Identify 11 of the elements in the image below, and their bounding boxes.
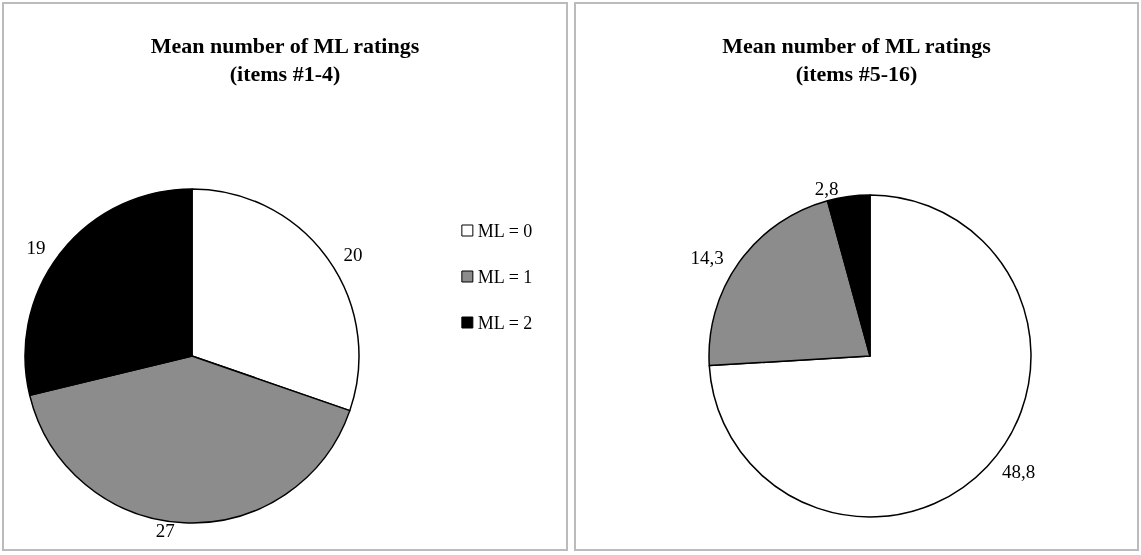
data-label: 19 bbox=[26, 237, 46, 259]
chart-title: Mean number of ML ratings (items #1-4) bbox=[150, 32, 420, 86]
data-label: 48,8 bbox=[1002, 461, 1036, 483]
data-label: 2,8 bbox=[814, 178, 839, 199]
data-label: 27 bbox=[155, 520, 175, 542]
legend-label: ML = 0 bbox=[477, 220, 533, 241]
chart-title: Mean number of ML ratings (items #5-16) bbox=[722, 32, 992, 86]
data-label: 14,3 bbox=[690, 247, 724, 269]
data-label: 20 bbox=[343, 243, 363, 265]
legend-label: ML = 2 bbox=[477, 312, 533, 333]
legend-label: ML = 1 bbox=[477, 266, 533, 287]
